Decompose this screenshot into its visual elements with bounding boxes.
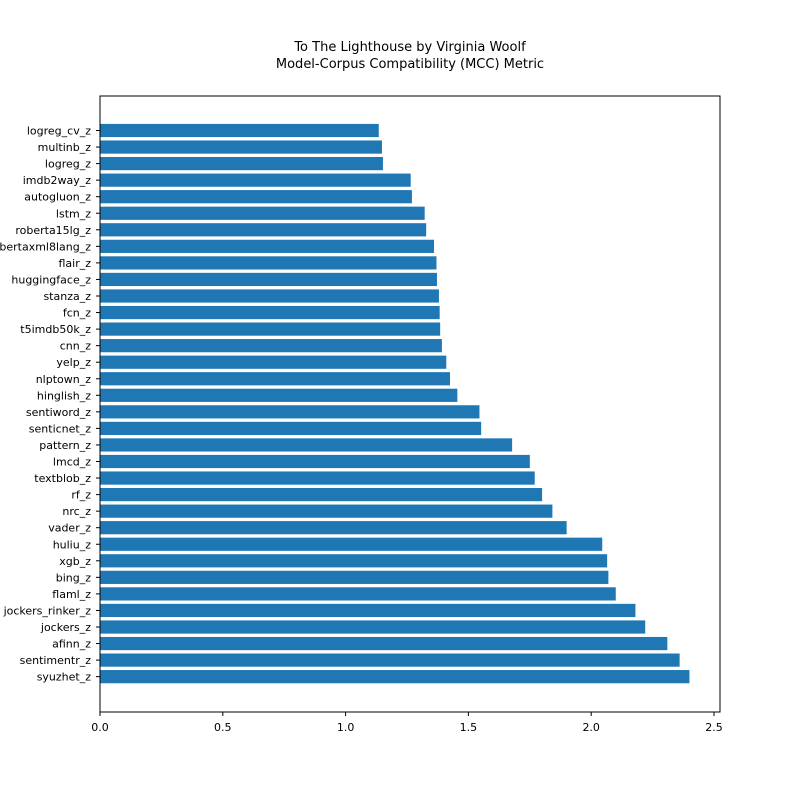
category-label-sentiword_z: sentiword_z bbox=[26, 406, 91, 419]
category-label-rf_z: rf_z bbox=[71, 489, 91, 502]
category-label-autogluon_z: autogluon_z bbox=[24, 191, 91, 204]
bar-sentimentr_z bbox=[100, 653, 680, 667]
bar-robertaxml8lang_z bbox=[100, 239, 435, 253]
category-label-vader_z: vader_z bbox=[48, 522, 91, 535]
category-label-textblob_z: textblob_z bbox=[34, 472, 91, 485]
category-label-xgb_z: xgb_z bbox=[59, 555, 91, 568]
bar-cnn_z bbox=[100, 339, 442, 353]
bar-rf_z bbox=[100, 488, 543, 502]
category-label-fcn_z: fcn_z bbox=[63, 307, 91, 320]
bars-layer bbox=[100, 123, 690, 684]
bar-logreg_cv_z bbox=[100, 123, 379, 138]
bar-stanza_z bbox=[100, 289, 439, 303]
category-label-lstm_z: lstm_z bbox=[56, 207, 91, 220]
bar-syuzhet_z bbox=[100, 670, 690, 684]
bar-logreg_z bbox=[100, 157, 383, 171]
category-label-flair_z: flair_z bbox=[58, 257, 91, 270]
bar-yelp_z bbox=[100, 355, 447, 369]
x-tick-label: 2.5 bbox=[705, 721, 723, 734]
chart-title-line-2: Model-Corpus Compatibility (MCC) Metric bbox=[276, 57, 544, 72]
category-label-syuzhet_z: syuzhet_z bbox=[37, 671, 92, 684]
bar-xgb_z bbox=[100, 554, 608, 568]
category-label-robertaxml8lang_z: robertaxml8lang_z bbox=[0, 240, 91, 253]
category-label-flaml_z: flaml_z bbox=[52, 588, 91, 601]
category-label-hinglish_z: hinglish_z bbox=[37, 389, 91, 402]
category-label-imdb2way_z: imdb2way_z bbox=[23, 174, 91, 187]
category-label-afinn_z: afinn_z bbox=[52, 638, 91, 651]
category-label-jockers_z: jockers_z bbox=[40, 621, 91, 634]
bar-hinglish_z bbox=[100, 388, 458, 402]
category-label-yelp_z: yelp_z bbox=[56, 356, 91, 369]
category-label-nlptown_z: nlptown_z bbox=[36, 373, 92, 386]
category-label-t5imdb50k_z: t5imdb50k_z bbox=[20, 323, 91, 336]
category-label-jockers_rinker_z: jockers_rinker_z bbox=[3, 604, 92, 617]
bar-vader_z bbox=[100, 521, 567, 535]
bar-sentiword_z bbox=[100, 405, 480, 419]
x-tick-label: 0.5 bbox=[214, 721, 232, 734]
x-tick-label: 1.5 bbox=[460, 721, 478, 734]
bar-nlptown_z bbox=[100, 372, 450, 386]
category-label-senticnet_z: senticnet_z bbox=[29, 422, 91, 435]
bar-multinb_z bbox=[100, 140, 382, 154]
bar-jockers_rinker_z bbox=[100, 603, 636, 618]
category-label-nrc_z: nrc_z bbox=[62, 505, 91, 518]
bar-afinn_z bbox=[100, 636, 668, 651]
bar-roberta15lg_z bbox=[100, 223, 427, 237]
bar-senticnet_z bbox=[100, 421, 482, 435]
bar-flaml_z bbox=[100, 587, 616, 601]
category-label-roberta15lg_z: roberta15lg_z bbox=[15, 224, 91, 237]
x-axis-ticks: 0.0 0.5 1.0 1.5 2.0 2.5 bbox=[91, 712, 723, 734]
bar-flair_z bbox=[100, 256, 437, 270]
bar-textblob_z bbox=[100, 471, 535, 485]
category-label-pattern_z: pattern_z bbox=[39, 439, 91, 452]
bar-jockers_z bbox=[100, 620, 646, 634]
category-label-huliu_z: huliu_z bbox=[53, 538, 92, 551]
category-label-sentimentr_z: sentimentr_z bbox=[20, 654, 92, 667]
category-label-lmcd_z: lmcd_z bbox=[53, 456, 91, 469]
bar-pattern_z bbox=[100, 438, 513, 452]
bar-huliu_z bbox=[100, 537, 603, 551]
bar-huggingface_z bbox=[100, 272, 437, 287]
bar-autogluon_z bbox=[100, 190, 412, 204]
category-labels: logreg_cv_z multinb_z logreg_z imdb2way_zau… bbox=[0, 125, 100, 684]
category-label-huggingface_z: huggingface_z bbox=[11, 273, 91, 286]
bar-imdb2way_z bbox=[100, 173, 411, 187]
bar-fcn_z bbox=[100, 305, 440, 320]
category-label-stanza_z: stanza_z bbox=[43, 290, 91, 303]
bar-nrc_z bbox=[100, 504, 553, 518]
bar-t5imdb50k_z bbox=[100, 322, 441, 336]
category-label-cnn_z: cnn_z bbox=[60, 340, 91, 353]
category-label-bing_z: bing_z bbox=[56, 571, 91, 584]
x-tick-label: 2.0 bbox=[582, 721, 600, 734]
bar-lmcd_z bbox=[100, 454, 530, 469]
category-label-logreg_cv_z: logreg_cv_z bbox=[27, 125, 91, 138]
x-tick-label: 0.0 bbox=[91, 721, 109, 734]
bar-lstm_z bbox=[100, 206, 425, 220]
category-label-multinb_z: multinb_z bbox=[38, 141, 92, 154]
plot-frame bbox=[99, 95, 721, 713]
x-tick-label: 1.0 bbox=[337, 721, 355, 734]
chart-title-line-1: To The Lighthouse by Virginia Woolf bbox=[293, 40, 526, 55]
category-label-logreg_z: logreg_z bbox=[45, 158, 91, 171]
bar-bing_z bbox=[100, 570, 609, 584]
